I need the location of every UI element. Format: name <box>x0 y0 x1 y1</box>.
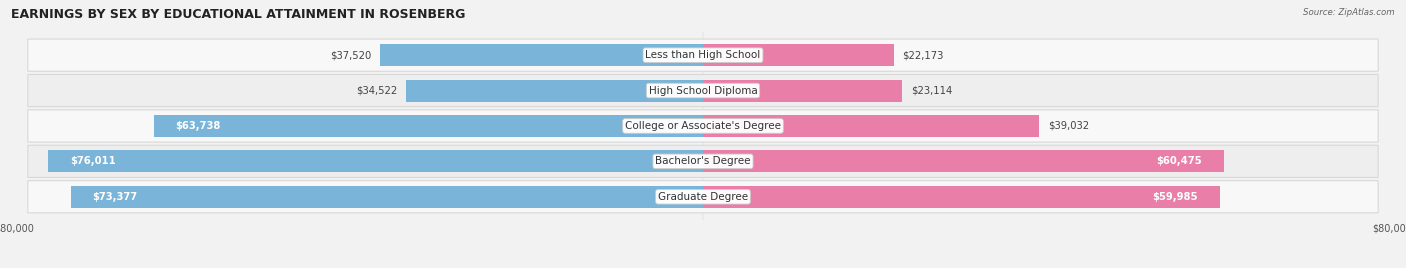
Text: Source: ZipAtlas.com: Source: ZipAtlas.com <box>1303 8 1395 17</box>
Bar <box>703 186 1219 208</box>
Bar <box>72 186 703 208</box>
FancyBboxPatch shape <box>28 181 1378 213</box>
Bar <box>406 80 703 102</box>
Text: $73,377: $73,377 <box>93 192 138 202</box>
Bar <box>380 44 703 66</box>
FancyBboxPatch shape <box>28 110 1378 142</box>
Text: $59,985: $59,985 <box>1153 192 1198 202</box>
Bar <box>155 115 703 137</box>
FancyBboxPatch shape <box>28 39 1378 71</box>
Text: $76,011: $76,011 <box>70 156 115 166</box>
Text: $22,173: $22,173 <box>903 50 943 60</box>
Text: College or Associate's Degree: College or Associate's Degree <box>626 121 780 131</box>
Text: High School Diploma: High School Diploma <box>648 85 758 96</box>
Text: EARNINGS BY SEX BY EDUCATIONAL ATTAINMENT IN ROSENBERG: EARNINGS BY SEX BY EDUCATIONAL ATTAINMEN… <box>11 8 465 21</box>
Text: Bachelor's Degree: Bachelor's Degree <box>655 156 751 166</box>
Text: Graduate Degree: Graduate Degree <box>658 192 748 202</box>
Text: $23,114: $23,114 <box>911 85 952 96</box>
FancyBboxPatch shape <box>28 75 1378 107</box>
Bar <box>48 150 703 172</box>
Text: $39,032: $39,032 <box>1047 121 1088 131</box>
Text: $60,475: $60,475 <box>1157 156 1202 166</box>
Bar <box>703 115 1039 137</box>
Text: $63,738: $63,738 <box>176 121 221 131</box>
Text: $34,522: $34,522 <box>356 85 396 96</box>
FancyBboxPatch shape <box>28 145 1378 177</box>
Bar <box>703 150 1223 172</box>
Text: Less than High School: Less than High School <box>645 50 761 60</box>
Text: $37,520: $37,520 <box>330 50 371 60</box>
Bar <box>703 80 903 102</box>
Bar <box>703 44 894 66</box>
